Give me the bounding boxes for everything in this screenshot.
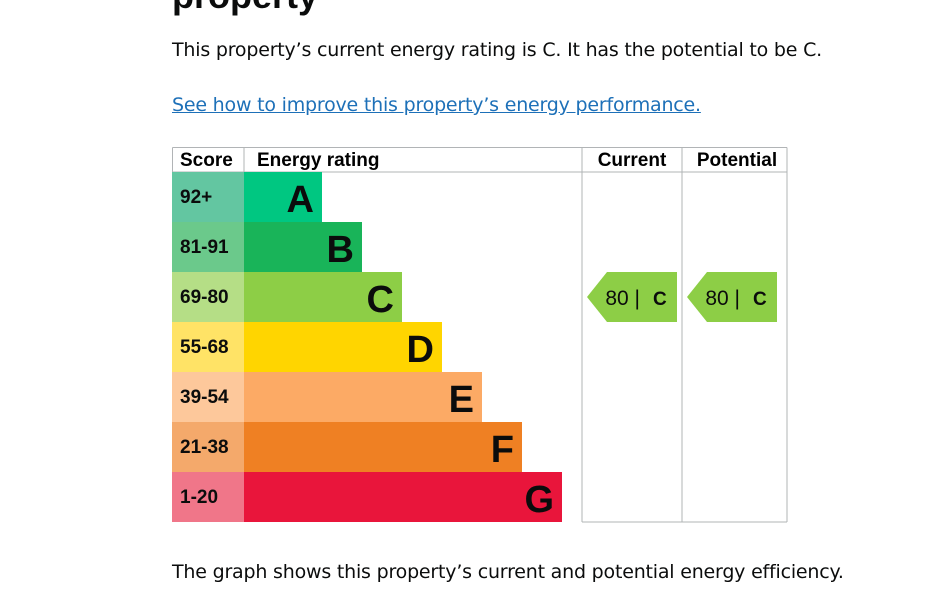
band-bar-a	[244, 172, 322, 222]
energy-rating-chart: Score Energy rating Current Potential 92…	[172, 147, 788, 523]
score-label-c: 69-80	[180, 287, 229, 308]
header-energy-rating: Energy rating	[257, 150, 379, 171]
score-cell-d	[172, 322, 244, 372]
page-heading: property	[172, 0, 318, 14]
band-letter-c: C	[367, 279, 394, 321]
score-cell-a	[172, 172, 244, 222]
rating-summary: This property’s current energy rating is…	[172, 39, 822, 61]
header-current: Current	[598, 150, 667, 171]
score-label-a: 92+	[180, 187, 212, 208]
band-letter-e: E	[449, 379, 474, 421]
band-letter-g: G	[524, 479, 554, 521]
header-potential: Potential	[697, 150, 777, 171]
improve-performance-link[interactable]: See how to improve this property’s energ…	[172, 94, 701, 116]
band-letter-f: F	[491, 429, 514, 471]
current-rating-arrow	[587, 272, 677, 322]
score-cell-g	[172, 472, 244, 522]
rating-markers: 80 | C 80 | C	[587, 272, 777, 322]
band-letter-a: A	[287, 179, 314, 221]
graph-description: The graph shows this property’s current …	[172, 561, 844, 583]
score-label-b: 81-91	[180, 237, 229, 258]
score-label-g: 1-20	[180, 487, 218, 508]
potential-rating-letter: C	[753, 289, 767, 310]
score-cell-c	[172, 272, 244, 322]
score-cell-f	[172, 422, 244, 472]
rating-bands: 92+ A 81-91 B 69-80 C 55-68 D 39-54 E 21-38 F 1-20 G	[172, 172, 562, 522]
band-bar-f	[244, 422, 522, 472]
score-label-f: 21-38	[180, 437, 229, 458]
header-score: Score	[180, 150, 233, 171]
score-cell-e	[172, 372, 244, 422]
band-bar-c	[244, 272, 402, 322]
band-letter-d: D	[407, 329, 434, 371]
current-rating-value: 80 |	[605, 287, 640, 310]
band-bar-b	[244, 222, 362, 272]
score-label-e: 39-54	[180, 387, 229, 408]
band-letter-b: B	[327, 229, 354, 271]
current-rating-letter: C	[653, 289, 667, 310]
potential-rating-arrow	[687, 272, 777, 322]
band-bar-d	[244, 322, 442, 372]
band-bar-g	[244, 472, 562, 522]
band-bar-e	[244, 372, 482, 422]
score-cell-b	[172, 222, 244, 272]
score-label-d: 55-68	[180, 337, 229, 358]
potential-rating-value: 80 |	[705, 287, 740, 310]
